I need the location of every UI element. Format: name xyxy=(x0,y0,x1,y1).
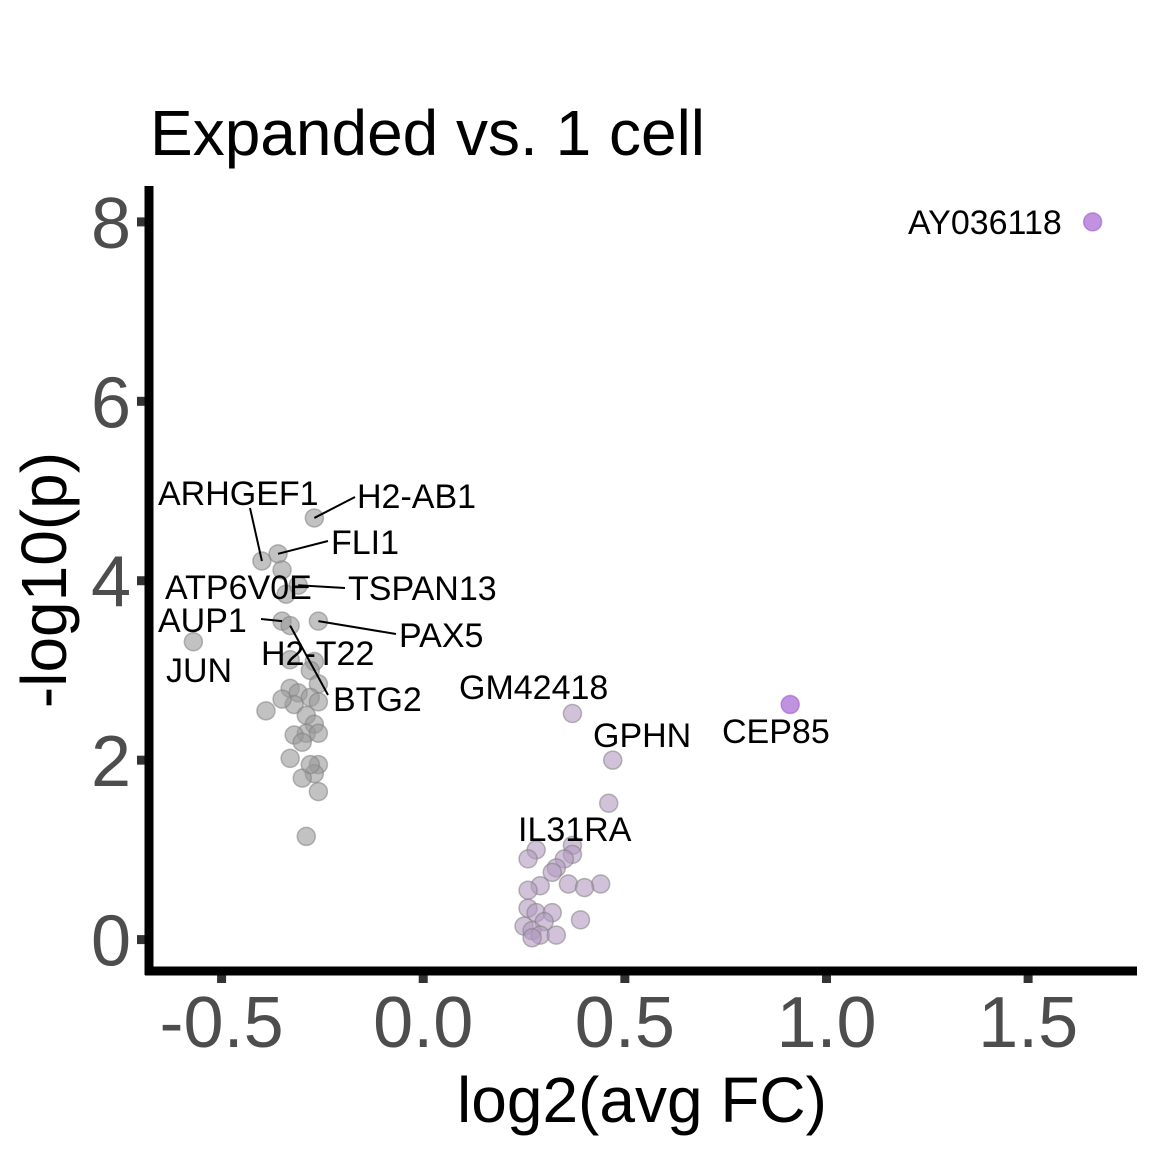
leader-line xyxy=(277,540,329,555)
leader-line xyxy=(313,496,356,519)
leader-line xyxy=(289,625,329,696)
gene-label: JUN xyxy=(166,652,232,690)
data-point xyxy=(300,754,321,775)
data-point xyxy=(570,910,591,930)
data-point xyxy=(574,877,595,898)
data-point xyxy=(256,701,276,721)
data-point xyxy=(272,689,292,709)
leader-line xyxy=(260,618,283,623)
x-tick-label: 1.0 xyxy=(776,983,876,1063)
leader-line xyxy=(249,507,263,562)
data-point xyxy=(558,874,579,894)
leader-line xyxy=(298,584,346,589)
x-tick-label: 1.5 xyxy=(978,983,1078,1063)
leader-line xyxy=(318,620,397,635)
data-point xyxy=(518,880,538,901)
data-point xyxy=(590,874,611,894)
y-tick-label: 0 xyxy=(91,902,131,982)
x-tick-label: 0.5 xyxy=(575,983,675,1063)
gene-label: H2-T22 xyxy=(261,635,374,673)
gene-label: AY036118 xyxy=(908,204,1062,242)
x-tick-label: 0.0 xyxy=(373,983,473,1063)
gene-label: H2-AB1 xyxy=(357,478,476,516)
data-point xyxy=(562,703,583,724)
data-point xyxy=(522,928,542,948)
data-point xyxy=(1082,212,1103,232)
data-point xyxy=(546,925,567,945)
gene-label: PAX5 xyxy=(399,617,483,655)
y-tick-label: 2 xyxy=(91,722,131,802)
gene-label: BTG2 xyxy=(333,681,422,719)
data-point xyxy=(272,560,292,580)
gene-label: IL31RA xyxy=(518,811,632,849)
gene-label: CEP85 xyxy=(722,713,830,751)
gene-label: FLI1 xyxy=(331,524,399,562)
data-point xyxy=(308,781,329,802)
data-point xyxy=(183,631,204,652)
gene-label: ATP6V0E xyxy=(165,569,312,607)
data-point xyxy=(542,862,563,883)
data-point xyxy=(292,732,312,752)
data-point xyxy=(598,793,619,813)
y-axis-title: -log10(p) xyxy=(8,452,80,708)
gene-label: ARHGEF1 xyxy=(158,475,319,513)
axis-ticks: -0.5 0.0 0.5 1.0 1.5 0 2 4 6 8 xyxy=(91,184,1078,1063)
data-point xyxy=(280,649,300,670)
gene-labels: AY036118 CEP85 GM42418 GPHN IL31RA H2-AB1 ARHG… xyxy=(158,204,1062,849)
data-points xyxy=(183,212,1103,948)
y-tick-label: 6 xyxy=(91,363,131,443)
data-point xyxy=(308,723,329,744)
y-tick-label: 4 xyxy=(91,543,131,623)
gene-label: GM42418 xyxy=(459,669,608,707)
data-point xyxy=(296,826,317,847)
gene-label: TSPAN13 xyxy=(348,570,497,608)
data-point xyxy=(518,849,538,869)
data-point xyxy=(603,750,623,770)
data-point xyxy=(308,692,329,712)
chart-title: Expanded vs. 1 cell xyxy=(150,97,705,169)
x-axis-title: log2(avg FC) xyxy=(457,1064,827,1136)
gene-label: AUP1 xyxy=(158,602,247,640)
y-tick-label: 8 xyxy=(91,184,131,264)
x-tick-label: -0.5 xyxy=(160,983,284,1063)
gene-label: GPHN xyxy=(593,717,691,755)
data-point xyxy=(780,694,800,715)
data-point xyxy=(280,748,300,769)
